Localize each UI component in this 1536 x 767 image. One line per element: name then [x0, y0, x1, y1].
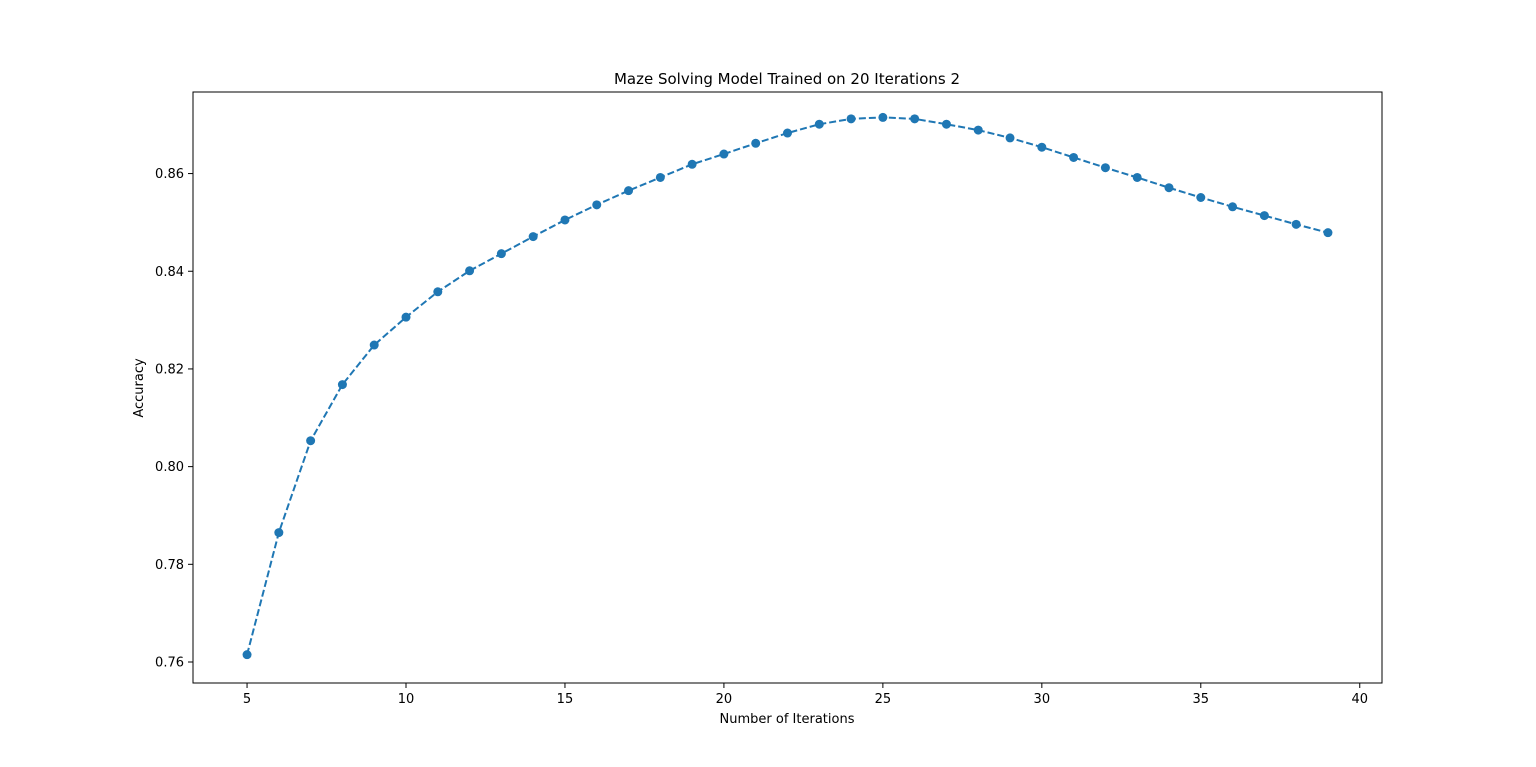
- y-tick-label: 0.80: [155, 460, 184, 475]
- x-tick-label: 10: [398, 692, 415, 707]
- data-point: [814, 119, 824, 129]
- x-axis-label: Number of Iterations: [720, 712, 855, 727]
- x-tick-label: 15: [557, 692, 574, 707]
- data-point: [1323, 228, 1333, 238]
- data-point: [846, 114, 856, 124]
- y-tick-label: 0.86: [155, 167, 184, 182]
- data-point: [465, 266, 475, 276]
- x-tick-label: 20: [716, 692, 733, 707]
- data-point: [306, 436, 316, 446]
- x-axis: 5 10 15 20 25 30 35 40: [243, 683, 1368, 707]
- data-point: [401, 312, 411, 322]
- x-tick-label: 25: [875, 692, 892, 707]
- y-tick-label: 0.84: [155, 265, 184, 280]
- data-point: [1037, 142, 1047, 152]
- data-point: [1100, 163, 1110, 173]
- data-point: [274, 528, 284, 538]
- data-point: [1228, 202, 1238, 212]
- y-tick-label: 0.82: [155, 362, 184, 377]
- x-tick-label: 35: [1193, 692, 1210, 707]
- plot-area: [242, 112, 1333, 660]
- data-point: [433, 287, 443, 297]
- data-point: [719, 149, 729, 159]
- data-point: [1196, 193, 1206, 203]
- chart-title: Maze Solving Model Trained on 20 Iterati…: [614, 70, 960, 88]
- data-point: [624, 186, 634, 196]
- data-point: [337, 380, 347, 390]
- data-point: [687, 159, 697, 169]
- data-point: [783, 128, 792, 138]
- x-tick-label: 30: [1034, 692, 1051, 707]
- y-axis-label: Accuracy: [132, 358, 147, 418]
- plot-frame: [192, 91, 1383, 684]
- data-point: [1291, 219, 1301, 229]
- data-point: [1069, 152, 1079, 162]
- data-point: [242, 650, 252, 660]
- x-tick-label: 5: [243, 692, 251, 707]
- data-point: [1132, 172, 1142, 182]
- data-point: [751, 138, 761, 148]
- data-point: [592, 200, 602, 210]
- data-point: [369, 340, 379, 350]
- data-point: [878, 112, 888, 122]
- data-point: [1259, 211, 1269, 221]
- data-point: [655, 172, 665, 182]
- data-point: [1005, 133, 1015, 143]
- data-point: [496, 249, 506, 259]
- data-point: [941, 119, 951, 129]
- series-line: [246, 116, 1329, 655]
- y-tick-label: 0.76: [155, 655, 184, 670]
- data-point: [973, 125, 983, 135]
- y-tick-label: 0.78: [155, 558, 184, 573]
- y-axis: 0.76 0.78 0.80 0.82 0.84 0.86: [155, 167, 193, 670]
- data-point: [528, 232, 538, 242]
- data-point: [1164, 183, 1174, 193]
- data-point: [910, 114, 920, 124]
- data-point: [560, 215, 570, 225]
- x-tick-label: 40: [1351, 692, 1368, 707]
